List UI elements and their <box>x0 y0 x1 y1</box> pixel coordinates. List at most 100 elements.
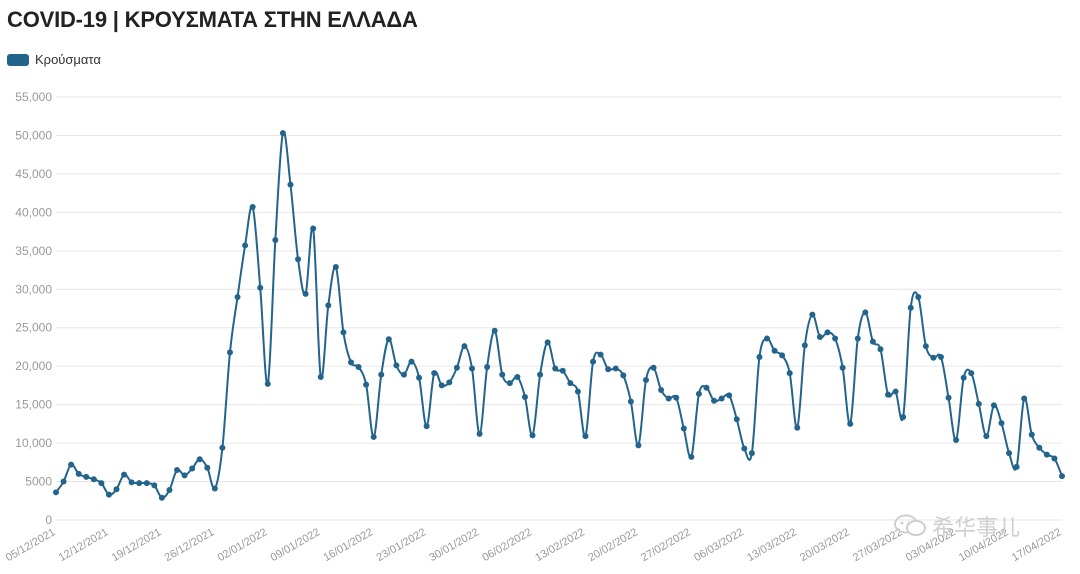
data-point <box>325 302 332 309</box>
data-point <box>272 237 279 244</box>
x-tick-label: 20/02/2022 <box>586 526 640 564</box>
data-point <box>363 381 370 388</box>
series-line <box>55 130 1063 499</box>
data-point <box>900 413 907 420</box>
data-point <box>68 461 75 468</box>
data-point <box>627 398 634 405</box>
data-point <box>741 445 748 452</box>
data-point <box>650 364 657 371</box>
data-point <box>279 130 286 137</box>
chart-title: COVID-19 | ΚΡΟΥΣΜΑΤΑ ΣΤΗΝ ΕΛΛΑΔΑ <box>7 7 418 32</box>
data-point <box>1006 450 1013 457</box>
data-point <box>892 388 899 395</box>
data-point <box>877 346 884 353</box>
data-point <box>332 263 339 270</box>
data-point <box>83 473 90 480</box>
data-point <box>1021 395 1028 402</box>
x-axis-ticks: 05/12/2021 12/12/2021 19/12/2021 26/12/2021… <box>4 526 1064 564</box>
y-tick-label: 10,000 <box>15 436 52 450</box>
data-point <box>1036 444 1043 451</box>
data-point <box>635 442 642 449</box>
y-tick-label: 25,000 <box>15 321 52 335</box>
data-point <box>90 476 97 483</box>
x-tick-label: 10/04/2022 <box>957 526 1011 564</box>
data-point <box>990 402 997 409</box>
data-point <box>1051 455 1058 462</box>
data-point <box>53 489 59 496</box>
x-tick-label: 05/12/2021 <box>4 526 58 564</box>
data-point <box>771 347 778 354</box>
data-point <box>537 371 544 378</box>
data-point <box>975 400 982 407</box>
data-point <box>469 365 476 372</box>
data-point <box>166 487 173 494</box>
y-tick-label: 5000 <box>25 475 52 489</box>
data-point <box>75 470 82 477</box>
data-point <box>559 367 566 374</box>
data-point <box>136 480 143 487</box>
data-point <box>862 309 869 316</box>
data-point <box>930 354 937 361</box>
data-point <box>378 371 385 378</box>
data-point <box>907 304 914 311</box>
data-point <box>257 284 264 291</box>
data-point <box>574 388 581 395</box>
data-point <box>983 433 990 440</box>
data-point <box>688 453 695 460</box>
data-point <box>801 342 808 349</box>
x-tick-label: 20/03/2022 <box>798 526 852 564</box>
data-point <box>1028 431 1035 438</box>
data-point <box>189 465 196 472</box>
data-point <box>514 373 521 380</box>
data-point <box>680 425 687 432</box>
data-point <box>779 352 786 359</box>
x-tick-label: 13/03/2022 <box>745 526 799 564</box>
data-point <box>665 395 672 402</box>
data-point <box>264 380 271 387</box>
data-point <box>718 395 725 402</box>
y-tick-label: 45,000 <box>15 167 52 181</box>
data-point <box>461 343 468 350</box>
data-point <box>695 390 702 397</box>
data-point <box>756 353 763 360</box>
data-point <box>355 363 362 370</box>
legend-label: Κρούσματα <box>35 52 101 67</box>
legend[interactable]: Κρούσματα <box>7 52 101 67</box>
data-point <box>544 339 551 346</box>
data-point <box>506 380 513 387</box>
x-tick-label: 17/04/2022 <box>1010 526 1064 564</box>
data-point <box>431 370 438 377</box>
y-tick-label: 0 <box>45 513 52 527</box>
data-point <box>620 372 627 379</box>
data-point <box>408 358 415 365</box>
data-point <box>302 290 309 297</box>
data-point <box>121 471 128 478</box>
y-tick-label: 20,000 <box>15 359 52 373</box>
data-point <box>499 371 506 378</box>
x-tick-label: 27/02/2022 <box>639 526 693 564</box>
data-point <box>484 363 491 370</box>
grid <box>56 96 1062 521</box>
data-point <box>340 329 347 336</box>
data-point <box>143 480 150 487</box>
data-point <box>786 370 793 377</box>
data-point <box>960 374 967 381</box>
data-point <box>567 380 574 387</box>
x-tick-label: 26/12/2021 <box>163 526 217 564</box>
data-point <box>794 424 801 431</box>
x-tick-label: 12/12/2021 <box>57 526 111 564</box>
data-point <box>347 359 354 366</box>
data-point <box>839 364 846 371</box>
data-point <box>869 338 876 345</box>
data-point <box>597 351 604 358</box>
data-point <box>605 366 612 373</box>
data-point <box>196 456 203 463</box>
data-point <box>642 377 649 384</box>
data-point <box>832 335 839 342</box>
data-point <box>113 486 120 493</box>
y-tick-label: 40,000 <box>15 205 52 219</box>
data-point <box>590 358 597 365</box>
y-tick-label: 50,000 <box>15 128 52 142</box>
data-point <box>287 181 294 188</box>
data-point <box>582 433 589 440</box>
